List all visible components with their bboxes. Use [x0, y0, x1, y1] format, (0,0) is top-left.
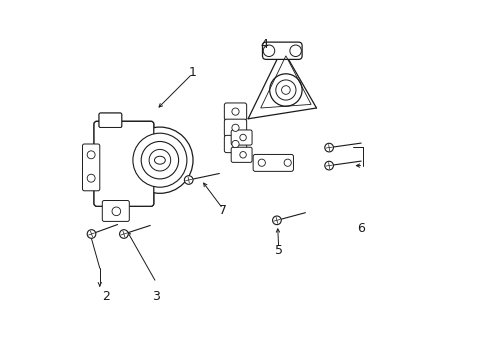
FancyBboxPatch shape [224, 103, 246, 120]
Text: 2: 2 [102, 291, 110, 303]
FancyBboxPatch shape [231, 130, 251, 145]
FancyBboxPatch shape [262, 42, 302, 59]
Text: 6: 6 [357, 222, 365, 235]
Circle shape [239, 134, 246, 141]
FancyBboxPatch shape [231, 147, 251, 162]
Circle shape [272, 216, 281, 225]
Text: 5: 5 [274, 244, 282, 257]
Circle shape [112, 207, 121, 216]
FancyBboxPatch shape [102, 201, 129, 221]
Circle shape [239, 152, 246, 158]
Circle shape [281, 86, 289, 94]
Text: 1: 1 [188, 66, 196, 78]
Circle shape [126, 127, 193, 193]
Circle shape [231, 140, 239, 148]
Ellipse shape [154, 156, 165, 164]
Circle shape [87, 230, 96, 238]
Circle shape [269, 74, 302, 106]
Circle shape [324, 161, 333, 170]
FancyBboxPatch shape [82, 144, 100, 191]
Text: 7: 7 [219, 204, 226, 217]
Circle shape [87, 151, 95, 159]
Circle shape [184, 176, 193, 184]
Text: 3: 3 [152, 291, 160, 303]
Circle shape [133, 133, 186, 187]
Circle shape [231, 108, 239, 115]
Circle shape [289, 45, 301, 57]
FancyBboxPatch shape [99, 113, 122, 127]
Circle shape [324, 143, 333, 152]
FancyBboxPatch shape [99, 113, 122, 127]
Circle shape [263, 45, 274, 57]
Circle shape [120, 230, 128, 238]
Circle shape [149, 149, 170, 171]
Circle shape [275, 80, 295, 100]
FancyBboxPatch shape [94, 121, 153, 206]
Text: 4: 4 [260, 39, 268, 51]
FancyBboxPatch shape [224, 135, 246, 153]
Circle shape [231, 124, 239, 131]
FancyBboxPatch shape [253, 154, 293, 171]
Circle shape [87, 174, 95, 182]
Circle shape [258, 159, 265, 166]
Circle shape [141, 141, 178, 179]
FancyBboxPatch shape [224, 119, 246, 136]
FancyBboxPatch shape [94, 121, 153, 206]
Circle shape [284, 159, 291, 166]
